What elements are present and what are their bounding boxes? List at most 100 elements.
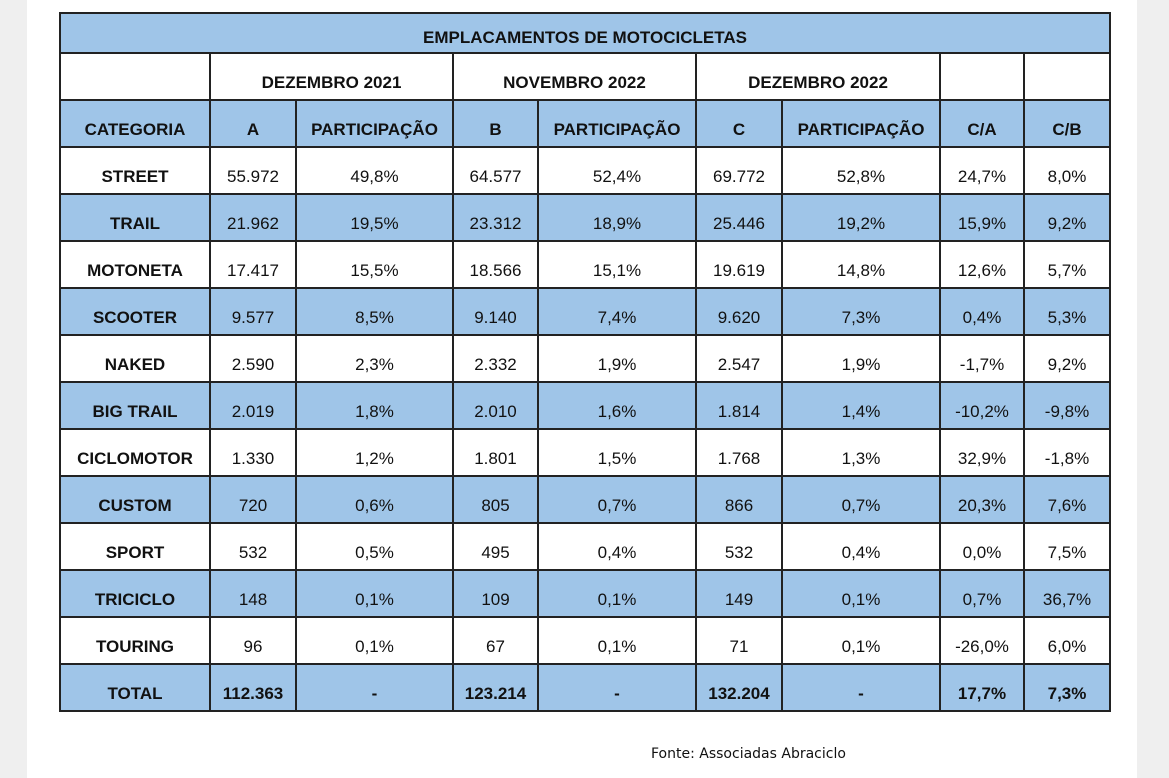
table-cell: 71 (695, 616, 783, 665)
table-cell: C/B (1023, 99, 1111, 148)
row-label: TOTAL (59, 663, 211, 712)
table-cell: 7,3% (781, 287, 941, 336)
table-cell: 7,3% (1023, 663, 1111, 712)
row-label: MOTONETA (59, 240, 211, 289)
table-cell: 23.312 (452, 193, 539, 242)
table-cell: 720 (209, 475, 297, 524)
table-cell: 0,1% (781, 569, 941, 618)
table-cell: 0,1% (781, 616, 941, 665)
table-cell: 1,6% (537, 381, 697, 430)
table-cell: - (781, 663, 941, 712)
table-cell: C (695, 99, 783, 148)
table-cell: 15,9% (939, 193, 1025, 242)
empty-header-cell (939, 52, 1025, 101)
table-cell: 109 (452, 569, 539, 618)
table-row: SCOOTER 9.577 8,5% 9.140 7,4% 9.620 7,3% 0,4% 5,… (59, 287, 1111, 336)
table-row: CUSTOM 720 0,6% 805 0,7% 866 0,7% 20,3% 7,6% (59, 475, 1111, 524)
column-header-row: CATEGORIA A PARTICIPAÇÃO B PARTICIPAÇÃO C PART… (59, 99, 1111, 148)
table-cell: 532 (695, 522, 783, 571)
table-cell: 49,8% (295, 146, 454, 195)
table-row: MOTONETA 17.417 15,5% 18.566 15,1% 19.619 14,8… (59, 240, 1111, 289)
table-cell: PARTICIPAÇÃO (781, 99, 941, 148)
table-cell: 9.140 (452, 287, 539, 336)
period-header: DEZEMBRO 2022 (695, 52, 941, 101)
table-cell: 67 (452, 616, 539, 665)
table-cell: 5,7% (1023, 240, 1111, 289)
table-cell: 0,6% (295, 475, 454, 524)
table-row: TRICICLO 148 0,1% 109 0,1% 149 0,1% 0,7% 36,7% (59, 569, 1111, 618)
table-cell: 64.577 (452, 146, 539, 195)
row-label: TRAIL (59, 193, 211, 242)
table-cell: 866 (695, 475, 783, 524)
table-cell: 8,5% (295, 287, 454, 336)
table-cell: 0,0% (939, 522, 1025, 571)
table-cell: 495 (452, 522, 539, 571)
row-label: CUSTOM (59, 475, 211, 524)
table-cell: 15,1% (537, 240, 697, 289)
table-cell: 69.772 (695, 146, 783, 195)
table-cell: 2.547 (695, 334, 783, 383)
table-cell: 148 (209, 569, 297, 618)
table-cell: -10,2% (939, 381, 1025, 430)
table-cell: B (452, 99, 539, 148)
table-cell: -26,0% (939, 616, 1025, 665)
table-cell: 7,4% (537, 287, 697, 336)
table-cell: 1.801 (452, 428, 539, 477)
table-cell: 0,7% (537, 475, 697, 524)
table-cell: 19.619 (695, 240, 783, 289)
table-cell: 1,8% (295, 381, 454, 430)
table-cell: 24,7% (939, 146, 1025, 195)
table-cell: 532 (209, 522, 297, 571)
table-cell: 0,1% (537, 616, 697, 665)
table-cell: 18.566 (452, 240, 539, 289)
title-row: EMPLACAMENTOS DE MOTOCICLETAS (59, 12, 1111, 54)
motorcycle-registrations-table: EMPLACAMENTOS DE MOTOCICLETAS DEZEMBRO 2… (59, 12, 1111, 712)
table-cell: 9,2% (1023, 193, 1111, 242)
table-row: SPORT 532 0,5% 495 0,4% 532 0,4% 0,0% 7,5% (59, 522, 1111, 571)
table-cell: 1,5% (537, 428, 697, 477)
table-row: TRAIL 21.962 19,5% 23.312 18,9% 25.446 19,2% 15… (59, 193, 1111, 242)
table-cell: 2,3% (295, 334, 454, 383)
table-cell: 1.330 (209, 428, 297, 477)
table-cell: 19,2% (781, 193, 941, 242)
table-cell: 1,9% (537, 334, 697, 383)
table-cell: 0,4% (537, 522, 697, 571)
table-cell: 7,5% (1023, 522, 1111, 571)
table-cell: 132.204 (695, 663, 783, 712)
table-cell: -9,8% (1023, 381, 1111, 430)
table-cell: 2.010 (452, 381, 539, 430)
table-cell: 25.446 (695, 193, 783, 242)
table-row: TOURING 96 0,1% 67 0,1% 71 0,1% -26,0% 6,0% (59, 616, 1111, 665)
table-cell: 52,8% (781, 146, 941, 195)
table-cell: C/A (939, 99, 1025, 148)
period-header: NOVEMBRO 2022 (452, 52, 697, 101)
table-cell: 9,2% (1023, 334, 1111, 383)
table-cell: 0,5% (295, 522, 454, 571)
row-label: NAKED (59, 334, 211, 383)
table-cell: 1,2% (295, 428, 454, 477)
table-cell: -1,7% (939, 334, 1025, 383)
table-cell: 1,4% (781, 381, 941, 430)
table-cell: 15,5% (295, 240, 454, 289)
row-label: SCOOTER (59, 287, 211, 336)
row-label: CATEGORIA (59, 99, 211, 148)
row-label: SPORT (59, 522, 211, 571)
table-cell: 6,0% (1023, 616, 1111, 665)
table-cell: 36,7% (1023, 569, 1111, 618)
table-cell: 18,9% (537, 193, 697, 242)
table-cell: - (537, 663, 697, 712)
table-cell: 5,3% (1023, 287, 1111, 336)
table-cell: 2.332 (452, 334, 539, 383)
table-cell: 2.590 (209, 334, 297, 383)
table-cell: 0,7% (939, 569, 1025, 618)
table-cell: 149 (695, 569, 783, 618)
row-label: BIG TRAIL (59, 381, 211, 430)
table-cell: 0,1% (295, 569, 454, 618)
table-cell: 14,8% (781, 240, 941, 289)
table-cell: 12,6% (939, 240, 1025, 289)
table-cell: 9.577 (209, 287, 297, 336)
table-cell: 21.962 (209, 193, 297, 242)
table-cell: 1,3% (781, 428, 941, 477)
table-cell: A (209, 99, 297, 148)
empty-header-cell (1023, 52, 1111, 101)
